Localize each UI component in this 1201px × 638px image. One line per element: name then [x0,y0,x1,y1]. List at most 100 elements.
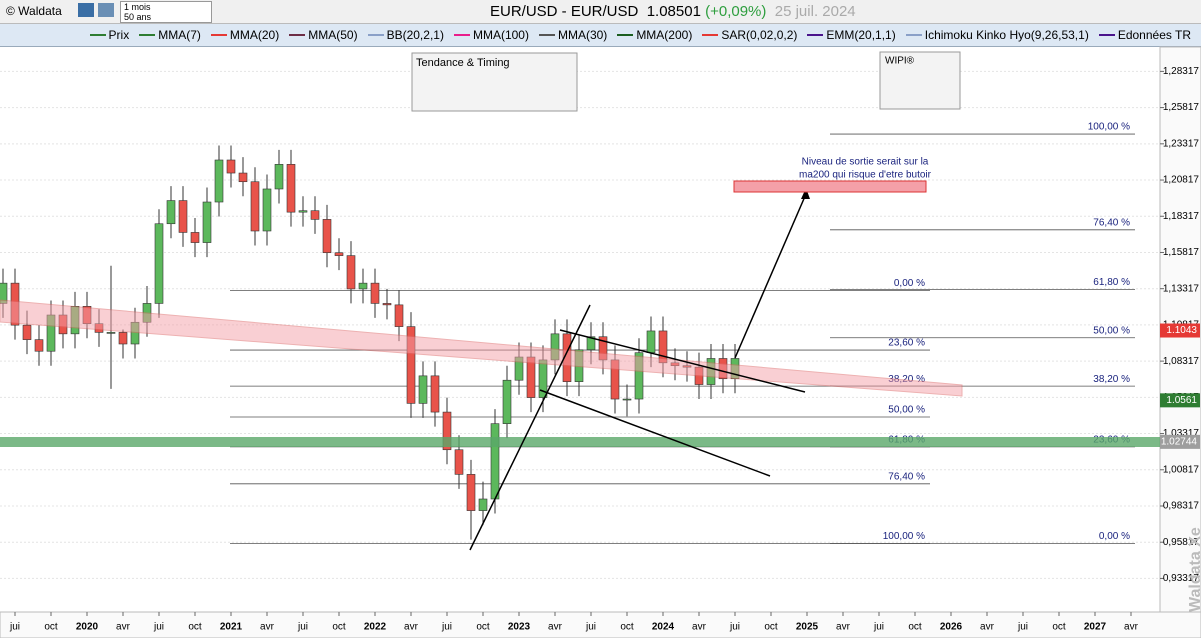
price: 1.08501 [646,3,701,20]
candle-body [286,164,296,213]
trend-panel[interactable] [411,52,578,112]
fib-label: 23,60 % [888,338,925,349]
candle-body [466,474,476,511]
candle-body [118,332,128,345]
icon[interactable] [78,3,94,17]
y-tick-label: 1,08317 [1163,356,1200,367]
period-select[interactable]: 1 mois 50 ans [120,1,212,23]
candle-body [22,324,32,340]
title: EUR/USD - EUR/USD 1.08501 (+0,09%) 25 ju… [490,3,856,20]
legend-swatch [807,34,824,36]
date: 25 juil. 2024 [774,3,856,20]
y-tick-label: 1,15817 [1163,247,1200,258]
trend-panel-title: Tendance & Timing [416,57,510,69]
fib-label: 50,00 % [1093,325,1130,336]
candle-body [406,326,416,404]
x-tick-label: 2027 [1084,622,1107,633]
toolbar: © Waldata 1 mois 50 ans EUR/USD - EUR/US… [0,0,1201,24]
legend-item[interactable]: Ichimoku Kinko Hyo(9,26,53,1) [905,28,1089,42]
wipi-panel-title: WIPI® [885,56,915,67]
legend-item[interactable]: Edonnées TR [1098,28,1191,42]
candle-body [322,219,332,254]
legend-swatch [538,34,555,36]
x-tick-label: jui [729,622,740,633]
x-tick-label: 2020 [76,622,99,633]
x-tick-label: avr [980,622,995,633]
x-tick-label: jui [585,622,596,633]
annotation: Niveau de sortie serait sur la [802,157,929,168]
fib-label: 0,00 % [1099,531,1130,542]
candle-body [442,411,452,451]
x-tick-label: oct [188,622,202,633]
legend-label: BB(20,2,1) [386,28,444,42]
candle-body [262,188,272,232]
legend-item[interactable]: MMA(7) [139,28,201,42]
y-tick-label: 0,95817 [1163,537,1200,548]
fib-label: 50,00 % [888,405,925,416]
candle-body [358,282,368,290]
x-tick-label: avr [836,622,851,633]
fib-label: 38,20 % [1093,374,1130,385]
candle-body [238,172,248,183]
x-tick-label: 2026 [940,622,963,633]
legend-label: MMA(200) [636,28,693,42]
y-tick-label: 1,18317 [1163,211,1200,222]
x-tick-label: 2024 [652,622,675,633]
y-tick-label: 1,20817 [1163,175,1200,186]
candle-body [430,375,440,413]
candle-body [274,164,284,190]
trend-line [469,304,591,551]
candle-body [334,252,344,256]
legend-item[interactable]: MMA(20) [210,28,280,42]
brand: © Waldata [6,4,62,18]
icon[interactable] [98,3,114,17]
candle-body [298,210,308,213]
legend-swatch [1098,34,1115,36]
legend-swatch [289,34,306,36]
fib-label: 76,40 % [888,471,925,482]
legend-label: EMM(20,1,1) [826,28,896,42]
legend-label: MMA(50) [308,28,358,42]
legend-item[interactable]: MMA(30) [538,28,607,42]
fib-label: 61,80 % [1093,277,1130,288]
legend-item[interactable]: EMM(20,1,1) [807,28,896,42]
legend-label: MMA(20) [229,28,280,42]
legend-swatch [210,34,227,36]
y-tick-label: 0,93317 [1163,573,1200,584]
x-tick-label: 2025 [796,622,819,633]
candle-body [34,339,44,352]
legend-swatch [702,34,719,36]
price-tag [1160,323,1200,338]
x-tick-label: avr [548,622,563,633]
x-tick-label: avr [1124,622,1139,633]
x-tick-label: 2021 [220,622,243,633]
legend-swatch [453,34,470,36]
x-tick-label: jui [153,622,164,633]
wipi-panel[interactable] [879,51,961,110]
support-zone [0,437,1160,447]
legend-item[interactable]: MMA(100) [453,28,529,42]
legend-item[interactable]: MMA(200) [617,28,692,42]
candle-body [646,330,656,353]
legend-label: MMA(100) [472,28,529,42]
fib-label: 76,40 % [1093,217,1130,228]
y-tick-label: 1,00817 [1163,464,1200,475]
candle-body [502,379,512,424]
legend-swatch [617,34,634,36]
change: (+0,09%) [705,3,767,20]
legend-item[interactable]: Prix [89,28,129,42]
candle-body [106,332,116,334]
candle-body [454,449,464,475]
legend-item[interactable]: SAR(0,02,0,2) [702,28,797,42]
price-tag [1160,393,1200,408]
x-tick-label: avr [404,622,419,633]
trend-line [539,389,771,477]
legend-item[interactable]: MMA(50) [289,28,358,42]
x-tick-label: jui [1017,622,1028,633]
legend-item[interactable]: BB(20,2,1) [367,28,444,42]
candle-body [346,255,356,290]
candle-body [418,375,428,404]
y-tick-label: 1,23317 [1163,138,1200,149]
